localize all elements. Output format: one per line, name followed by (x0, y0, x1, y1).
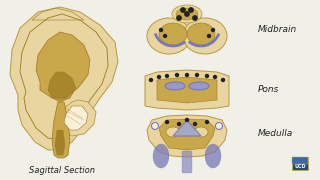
Polygon shape (159, 119, 215, 150)
Polygon shape (48, 72, 76, 102)
Ellipse shape (172, 5, 202, 23)
Ellipse shape (165, 82, 185, 90)
Polygon shape (147, 115, 227, 157)
Circle shape (149, 78, 153, 82)
Ellipse shape (189, 82, 209, 90)
Text: Midbrain: Midbrain (258, 26, 297, 35)
Circle shape (151, 123, 158, 129)
Circle shape (189, 8, 193, 12)
Text: Medulla: Medulla (258, 129, 293, 138)
Circle shape (186, 73, 188, 76)
Bar (292, 157, 308, 170)
Circle shape (186, 118, 188, 122)
Circle shape (177, 16, 181, 20)
Ellipse shape (153, 144, 169, 168)
Circle shape (164, 35, 166, 37)
Circle shape (194, 123, 196, 125)
Circle shape (205, 120, 209, 123)
Circle shape (196, 73, 198, 76)
Text: Pons: Pons (258, 84, 279, 93)
Bar (292, 157, 308, 164)
Polygon shape (64, 106, 88, 130)
Polygon shape (157, 77, 217, 103)
Ellipse shape (147, 18, 191, 54)
Text: UCD: UCD (294, 164, 306, 169)
Polygon shape (55, 130, 65, 155)
Circle shape (205, 75, 209, 78)
Circle shape (178, 123, 180, 125)
Circle shape (165, 120, 169, 123)
Polygon shape (10, 7, 118, 150)
Circle shape (185, 12, 189, 16)
Circle shape (159, 28, 163, 32)
Circle shape (221, 78, 225, 82)
Circle shape (165, 75, 169, 78)
Polygon shape (173, 120, 201, 136)
Ellipse shape (176, 8, 198, 20)
Polygon shape (52, 102, 70, 158)
Polygon shape (145, 70, 229, 110)
Text: Sagittal Section: Sagittal Section (29, 166, 95, 175)
Ellipse shape (166, 127, 180, 137)
Circle shape (215, 123, 222, 129)
Circle shape (175, 73, 179, 76)
Circle shape (207, 35, 211, 37)
Circle shape (213, 75, 217, 78)
Polygon shape (58, 100, 96, 136)
Circle shape (181, 8, 185, 12)
Circle shape (157, 75, 161, 78)
FancyBboxPatch shape (182, 151, 192, 173)
Ellipse shape (205, 144, 221, 168)
Ellipse shape (183, 18, 227, 54)
Polygon shape (36, 32, 90, 98)
Ellipse shape (159, 23, 187, 45)
Ellipse shape (194, 127, 208, 137)
Circle shape (193, 16, 197, 20)
Circle shape (212, 28, 214, 32)
Ellipse shape (187, 23, 215, 45)
